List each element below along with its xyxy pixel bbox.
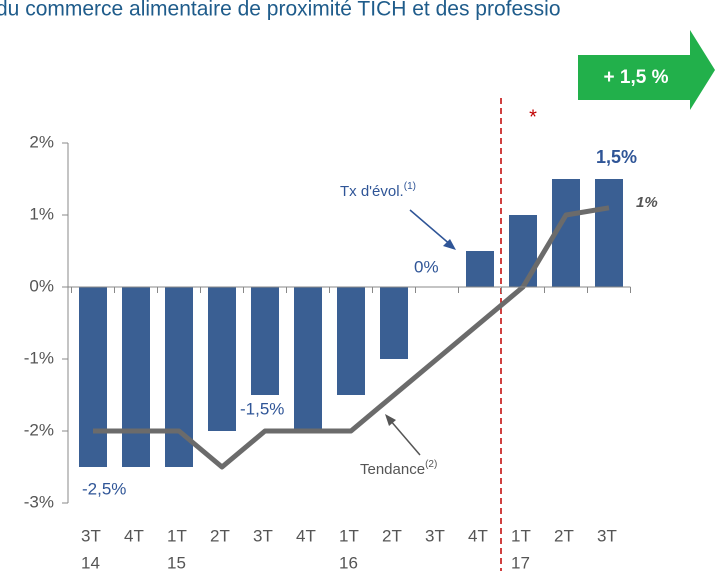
trend-annotation: Tendance(2): [360, 459, 437, 478]
y-tick-label: 0%: [29, 276, 54, 295]
bar-annotation-text: Tx d'évol.: [340, 183, 404, 200]
x-tick-label: 2T: [382, 526, 402, 545]
trend-annotation-arrowhead: [385, 414, 396, 426]
chart-title: du commerce alimentaire de proximité TIC…: [0, 0, 561, 21]
x-tick-label: 3T: [253, 526, 273, 545]
asterisk: *: [529, 106, 537, 128]
x-group-label: 14: [81, 553, 100, 571]
bar: [595, 179, 623, 287]
x-group-label: 16: [339, 553, 358, 571]
bar: [294, 287, 322, 431]
highlight-label: + 1,5 %: [604, 67, 669, 88]
bar-annotation-arrowhead: [443, 239, 456, 250]
y-tick-label: -1%: [24, 348, 54, 367]
x-tick-label: 2T: [554, 526, 574, 545]
data-label: -1,5%: [240, 399, 284, 418]
y-tick-label: 1%: [29, 204, 54, 223]
bar: [337, 287, 365, 395]
bar-annotation-arrow: [409, 209, 453, 247]
bar: [466, 251, 494, 287]
bar: [122, 287, 150, 467]
highlight-arrow: [578, 30, 715, 110]
y-tick-label: -3%: [24, 492, 54, 511]
y-tick-label: 2%: [29, 132, 54, 151]
data-label: 1%: [636, 194, 658, 211]
x-tick-label: 1T: [339, 526, 359, 545]
x-tick-label: 4T: [124, 526, 144, 545]
y-tick-label: -2%: [24, 420, 54, 439]
data-label: 0%: [414, 257, 439, 276]
x-tick-label: 3T: [425, 526, 445, 545]
x-tick-label: 3T: [81, 526, 101, 545]
trend-annotation-arrow: [389, 419, 421, 456]
x-tick-label: 3T: [597, 526, 617, 545]
bar: [208, 287, 236, 431]
x-tick-label: 4T: [296, 526, 316, 545]
bar: [251, 287, 279, 395]
bar-annotation-note: (1): [404, 181, 416, 192]
x-tick-label: 4T: [468, 526, 488, 545]
trend-annotation-note: (2): [425, 459, 437, 470]
bar-annotation: Tx d'évol.(1): [340, 181, 416, 200]
bar: [509, 215, 537, 287]
x-tick-label: 1T: [511, 526, 531, 545]
x-group-label: 17: [511, 553, 530, 571]
bar: [79, 287, 107, 467]
bar: [380, 287, 408, 359]
x-tick-label: 2T: [210, 526, 230, 545]
x-group-label: 15: [167, 553, 186, 571]
data-label: 1,5%: [596, 147, 637, 167]
x-tick-label: 1T: [167, 526, 187, 545]
trend-annotation-text: Tendance: [360, 461, 425, 478]
data-label: -2,5%: [82, 479, 126, 498]
